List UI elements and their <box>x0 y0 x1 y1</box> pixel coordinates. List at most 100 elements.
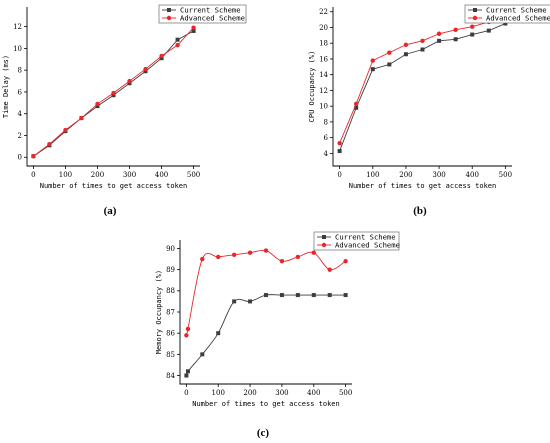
data-point <box>403 52 408 57</box>
legend-marker <box>472 15 478 21</box>
axes-frame <box>332 7 512 167</box>
data-point <box>216 254 221 260</box>
x-tick-label: 200 <box>243 389 256 397</box>
data-point <box>311 293 316 298</box>
y-tick-label: 4 <box>18 110 23 118</box>
data-point <box>175 37 180 42</box>
data-point <box>337 149 342 154</box>
y-tick-label: 8 <box>18 67 22 75</box>
legend-label: Current Scheme <box>180 6 241 15</box>
x-tick-label: 100 <box>212 389 225 397</box>
data-point <box>354 105 359 110</box>
x-axis-label: Number of times to get access token <box>349 182 497 190</box>
x-tick-label: 500 <box>499 171 512 179</box>
data-point <box>191 28 196 33</box>
series-1 <box>337 21 508 154</box>
data-point <box>470 32 475 37</box>
data-point <box>264 293 268 298</box>
data-point <box>354 101 359 107</box>
data-point <box>248 299 253 304</box>
legend-marker <box>321 242 327 248</box>
y-tick-label: 10 <box>319 103 328 111</box>
data-point <box>343 258 348 264</box>
x-tick-label: 400 <box>155 171 168 179</box>
y-axis-label: Memory Occupancy (%) <box>155 270 163 354</box>
x-tick-label: 100 <box>59 171 72 179</box>
legend-marker <box>322 235 326 239</box>
y-tick-label: 2 <box>18 132 22 140</box>
y-tick-label: 6 <box>18 88 23 96</box>
chart-panel-2: 0 100 200 300 400 500 4 6 8 10 12 14 16 18 20 22 Number … <box>308 4 550 217</box>
series-2 <box>31 25 196 159</box>
x-tick-label: 300 <box>432 171 445 179</box>
x-tick-label: 0 <box>337 171 341 179</box>
x-tick-label: 400 <box>307 389 320 397</box>
x-tick-label: 300 <box>123 171 136 179</box>
data-point <box>295 293 300 298</box>
chart-panel-1: 0 100 200 300 400 500 0 2 4 6 8 10 12 Number of times… <box>2 4 247 217</box>
data-point <box>184 373 189 378</box>
y-tick-label: 84 <box>166 372 175 380</box>
y-tick-label: 85 <box>166 351 175 359</box>
y-tick-label: 87 <box>166 308 175 316</box>
data-point <box>127 78 132 84</box>
y-tick-label: 18 <box>319 40 328 48</box>
data-point <box>403 42 409 47</box>
legend-box <box>158 4 247 24</box>
legend-box <box>313 231 400 251</box>
legend-marker <box>473 8 477 12</box>
data-point <box>159 53 164 59</box>
legend-box <box>464 4 550 24</box>
x-tick-label: 100 <box>366 171 379 179</box>
data-point <box>311 250 316 255</box>
legend-label: Advanced Scheme <box>335 241 400 250</box>
data-point <box>486 28 491 33</box>
y-tick-label: 4 <box>324 150 329 158</box>
x-tick-label: 0 <box>184 389 188 397</box>
legend-label: Current Scheme <box>335 233 396 242</box>
chart-panel-3: 0 100 200 300 400 500 84 85 86 87 88 89 90 Number of … <box>155 231 400 439</box>
data-point <box>47 142 52 147</box>
axes-frame <box>179 240 352 385</box>
y-tick-label: 8 <box>324 118 328 126</box>
data-point <box>231 252 237 258</box>
y-tick-label: 12 <box>13 23 22 31</box>
data-point <box>31 153 36 159</box>
data-point <box>470 24 475 29</box>
data-point <box>343 293 348 298</box>
y-tick-label: 14 <box>319 71 328 79</box>
y-tick-label: 22 <box>319 8 328 16</box>
x-tick-label: 200 <box>399 171 412 179</box>
x-tick-label: 300 <box>275 389 288 397</box>
y-tick-label: 90 <box>166 245 175 253</box>
data-point <box>191 25 196 30</box>
x-tick-label: 500 <box>187 171 200 179</box>
data-point <box>175 42 180 48</box>
data-point <box>200 352 205 357</box>
data-point <box>79 115 84 121</box>
data-point <box>420 38 425 44</box>
data-point <box>185 326 191 332</box>
legend-marker <box>166 15 172 21</box>
data-point <box>63 127 68 133</box>
data-point <box>143 66 148 72</box>
data-point <box>279 293 284 298</box>
y-tick-label: 20 <box>319 24 328 32</box>
y-axis-label: CPU Occupancy (%) <box>308 51 316 123</box>
data-point <box>453 27 458 33</box>
data-point <box>327 267 332 272</box>
data-point <box>185 369 190 374</box>
y-tick-label: 10 <box>13 45 22 53</box>
data-point <box>387 62 392 67</box>
data-point <box>337 140 342 146</box>
legend-label: Advanced Scheme <box>180 14 245 23</box>
y-tick-label: 86 <box>166 330 175 338</box>
axes-frame <box>26 7 200 167</box>
legend-label: Current Scheme <box>486 6 547 15</box>
legend-label: Advanced Scheme <box>486 14 550 23</box>
data-point <box>216 331 221 336</box>
data-point <box>503 21 508 26</box>
